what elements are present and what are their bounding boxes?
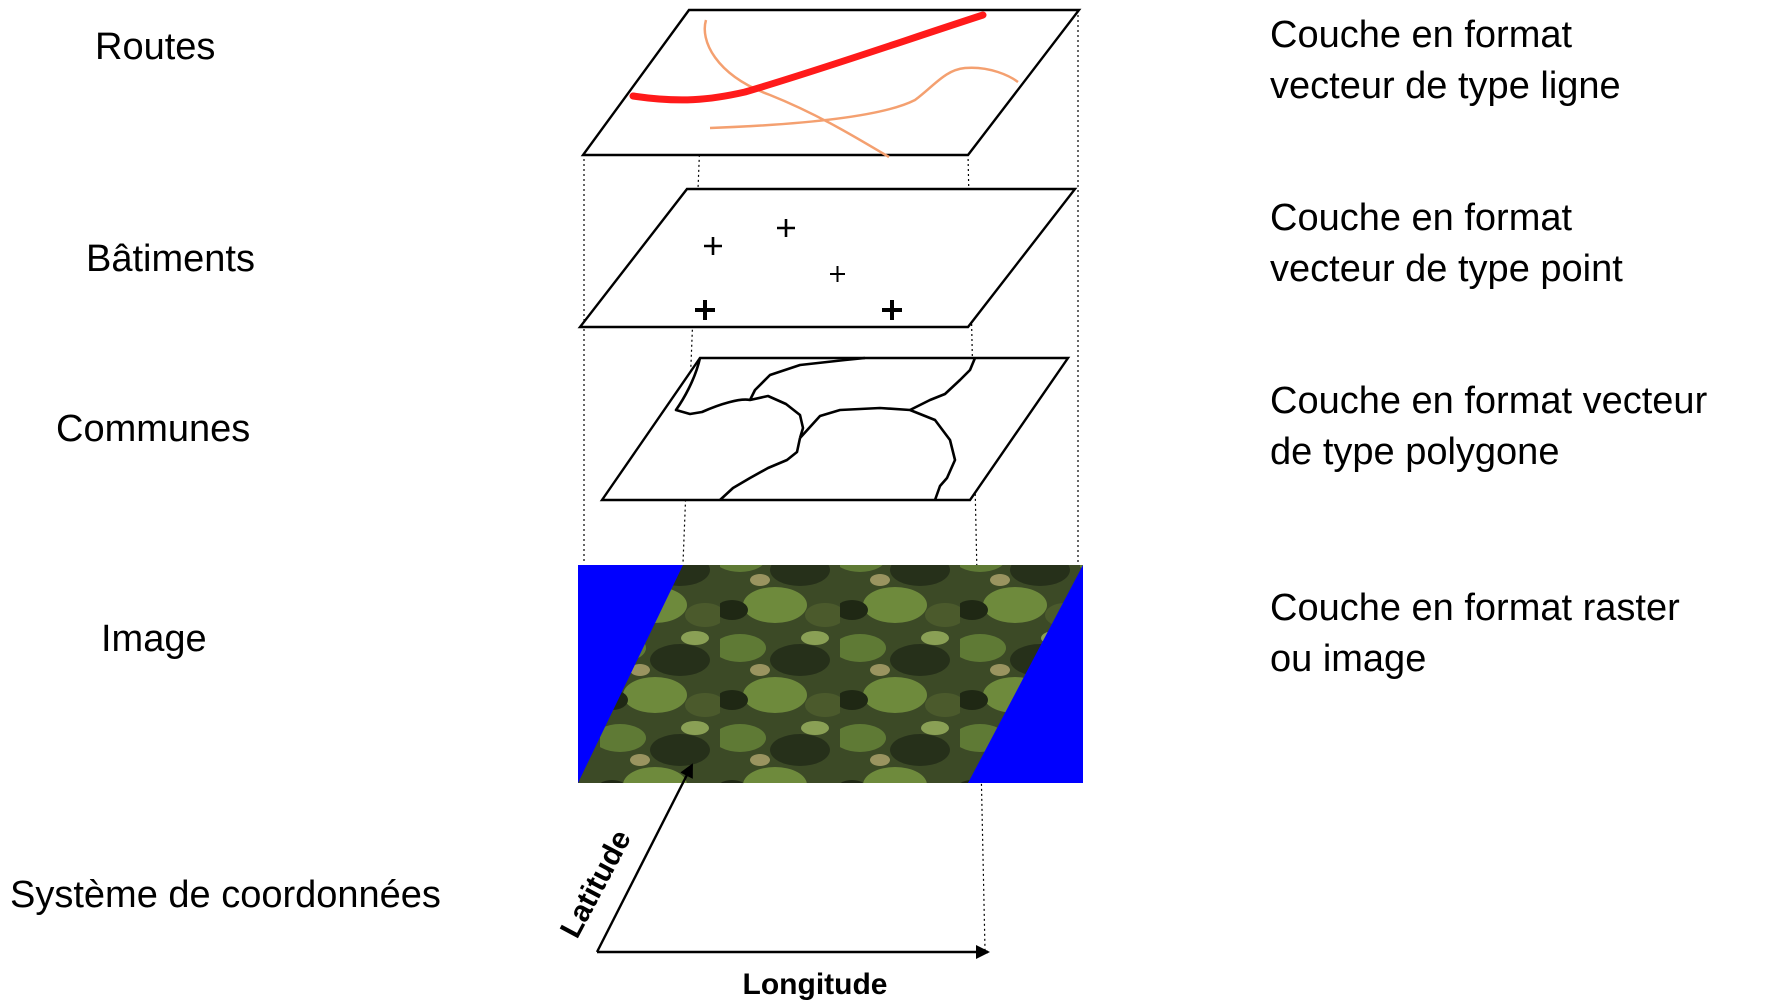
description-line: vecteur de type ligne: [1270, 65, 1621, 107]
layer-label-coordonnees: Système de coordonnées: [10, 874, 441, 916]
description-line: Couche en format vecteur: [1270, 380, 1708, 422]
layer-label-routes: Routes: [95, 26, 216, 68]
layer-label-batiments: Bâtiments: [86, 238, 255, 280]
building-point: [882, 300, 902, 320]
layer-batiments: [577, 187, 1078, 329]
layer-description-batiments: Couche en format vecteur de type point: [1270, 193, 1623, 295]
layer-label-image: Image: [101, 618, 207, 660]
latitude-axis: [595, 763, 694, 953]
layer-plane: [577, 187, 1078, 329]
description-line: Couche en format raster: [1270, 587, 1680, 629]
layer-label-communes: Communes: [56, 408, 251, 450]
layer-description-image: Couche en format raster ou image: [1270, 583, 1680, 685]
secondary-road: [703, 19, 890, 159]
description-line: Couche en format: [1270, 197, 1573, 239]
layer-communes: [599, 356, 1071, 502]
description-line: de type polygone: [1270, 431, 1560, 473]
coordinate-system: Latitude Longitude: [554, 763, 990, 1000]
layer-image: [578, 565, 1083, 783]
satellite-image: [578, 565, 1083, 783]
secondary-road: [709, 66, 1019, 130]
commune-boundaries: [674, 356, 977, 501]
description-line: Couche en format: [1270, 14, 1573, 56]
layer-description-communes: Couche en format vecteur de type polygon…: [1270, 376, 1707, 478]
layer-routes: [580, 8, 1082, 159]
latitude-label: Latitude: [554, 825, 638, 944]
description-line: vecteur de type point: [1270, 248, 1623, 290]
building-point: [695, 300, 715, 320]
main-road: [629, 11, 987, 104]
layer-description-routes: Couche en format vecteur de type ligne: [1270, 10, 1621, 112]
building-point: [830, 266, 845, 282]
building-point: [704, 237, 722, 255]
layer-plane: [580, 8, 1082, 157]
building-point: [777, 219, 795, 237]
layer-plane: [599, 356, 1071, 502]
description-line: ou image: [1270, 638, 1427, 680]
longitude-label: Longitude: [743, 968, 888, 1000]
